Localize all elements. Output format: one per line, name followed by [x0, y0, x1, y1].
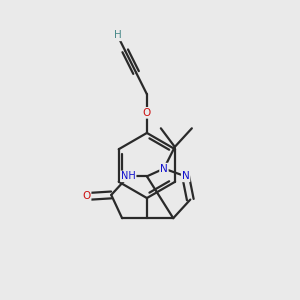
Text: H: H — [114, 30, 121, 40]
Text: O: O — [143, 108, 151, 118]
Text: NH: NH — [121, 171, 136, 181]
Text: O: O — [82, 191, 91, 202]
Text: N: N — [182, 171, 190, 181]
Text: N: N — [160, 164, 168, 174]
